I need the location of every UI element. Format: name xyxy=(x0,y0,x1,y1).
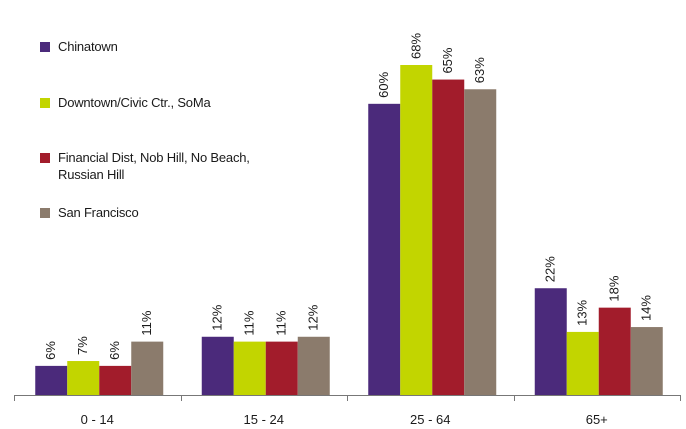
data-label: 22% xyxy=(543,256,558,282)
bar xyxy=(464,89,497,395)
legend-label: Downtown/Civic Ctr., SoMa xyxy=(58,95,211,110)
bar xyxy=(368,103,401,395)
bar xyxy=(131,341,164,395)
legend-item-downtown: Downtown/Civic Ctr., SoMa xyxy=(40,94,211,111)
legend-swatch xyxy=(40,153,50,163)
legend-label: Chinatown xyxy=(58,39,118,54)
legend-swatch xyxy=(40,42,50,52)
x-tick-label: 65+ xyxy=(586,412,608,427)
data-label: 68% xyxy=(408,33,423,59)
bars-layer xyxy=(35,65,663,395)
bar xyxy=(400,65,433,395)
value-labels-layer: 6% 7% 6% 11% 12% 11% 11% 12% 60% 68% 65% 63% 22% 13% 1… xyxy=(43,33,654,360)
x-tick-label: 15 - 24 xyxy=(244,412,284,427)
bar xyxy=(432,79,465,395)
bar xyxy=(35,365,68,395)
data-label: 60% xyxy=(376,71,391,97)
bar xyxy=(630,327,663,395)
bar xyxy=(534,288,567,395)
data-label: 7% xyxy=(75,336,90,355)
legend-swatch xyxy=(40,208,50,218)
x-tick-label: 0 - 14 xyxy=(81,412,114,427)
bar xyxy=(297,336,330,395)
legend-label: San Francisco xyxy=(58,205,139,220)
legend-item-san-francisco: San Francisco xyxy=(40,204,139,221)
x-axis-ticks xyxy=(14,395,681,401)
bar xyxy=(598,307,631,395)
data-label: 14% xyxy=(639,295,654,321)
data-label: 11% xyxy=(139,310,154,335)
data-label: 65% xyxy=(440,47,455,73)
bar xyxy=(201,336,234,395)
data-label: 6% xyxy=(43,341,58,360)
data-label: 11% xyxy=(274,310,289,335)
bar xyxy=(233,341,266,395)
bar xyxy=(67,361,100,395)
data-label: 11% xyxy=(242,310,257,335)
legend-label: Financial Dist, Nob Hill, No Beach, Russ… xyxy=(58,150,250,182)
data-label: 13% xyxy=(575,299,590,325)
data-label: 63% xyxy=(472,57,487,83)
data-label: 12% xyxy=(210,304,225,330)
legend-item-financial-dist: Financial Dist, Nob Hill, No Beach, Russ… xyxy=(40,149,288,183)
data-label: 18% xyxy=(607,275,622,301)
legend-swatch xyxy=(40,98,50,108)
bar xyxy=(265,341,298,395)
x-axis-labels: 0 - 14 15 - 24 25 - 64 65+ xyxy=(81,412,608,427)
data-label: 12% xyxy=(306,304,321,330)
x-tick-label: 25 - 64 xyxy=(410,412,450,427)
bar xyxy=(99,365,132,395)
legend-item-chinatown: Chinatown xyxy=(40,38,118,55)
bar xyxy=(566,331,599,395)
data-label: 6% xyxy=(107,341,122,360)
